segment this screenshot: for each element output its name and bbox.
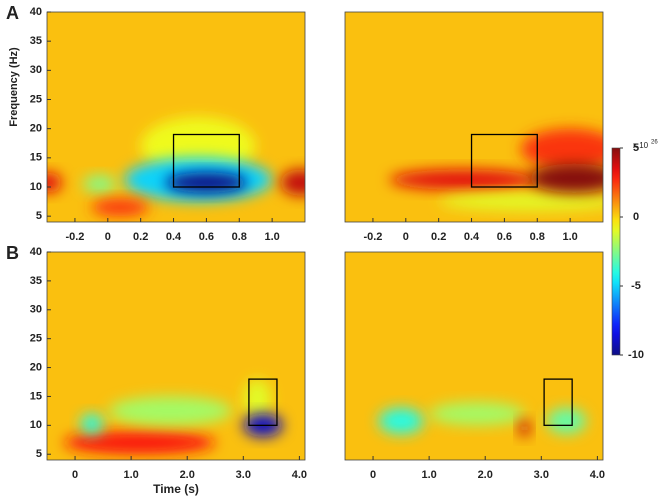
time-window — [470, 133, 538, 188]
x-tick-label: 3.0 — [534, 469, 549, 481]
x-tick-label: 0.6 — [497, 231, 512, 243]
axes-frame — [344, 251, 604, 461]
y-tick-label: 35 — [30, 275, 42, 287]
heatmap-blob — [63, 431, 216, 455]
time-window — [543, 378, 573, 426]
colorbar-tick-label: 0 — [633, 211, 639, 223]
axes-frame — [46, 251, 306, 461]
y-tick-label: 10 — [30, 181, 42, 193]
time-window — [172, 133, 240, 188]
x-tick-label: 0.2 — [431, 231, 446, 243]
x-tick-label: 3.0 — [236, 469, 251, 481]
heatmap-blob — [47, 172, 62, 193]
x-tick-label: 1.0 — [264, 231, 279, 243]
heatmap-blob — [280, 169, 305, 196]
colorbar-multiplier: x 10 — [633, 141, 649, 150]
y-tick-label: 20 — [30, 123, 42, 135]
time-window — [248, 378, 278, 426]
heatmap-background — [345, 252, 603, 460]
heatmap-blob — [243, 379, 272, 420]
heatmap — [47, 12, 305, 222]
heatmap-blob — [389, 169, 538, 190]
y-tick-label: 15 — [30, 152, 42, 164]
x-tick-label: 0.2 — [133, 231, 148, 243]
heatmap-blob — [529, 163, 603, 193]
x-tick-label: -0.2 — [65, 231, 84, 243]
y-tick-label: 30 — [30, 304, 42, 316]
y-tick-label: 15 — [30, 390, 42, 402]
heatmap-blob — [520, 128, 603, 170]
heatmap-blob — [429, 402, 525, 426]
x-tick-label: 0.6 — [199, 231, 214, 243]
heatmap — [345, 252, 603, 460]
y-tick-label: 25 — [30, 93, 42, 105]
x-tick-label: -0.2 — [363, 231, 382, 243]
heatmap-blob — [108, 396, 233, 426]
y-tick-label: 10 — [30, 419, 42, 431]
heatmap-blob — [80, 413, 104, 434]
colorbar-exponent: 26 — [651, 140, 658, 146]
x-tick-label: 0 — [403, 231, 409, 243]
axes-frame — [46, 11, 306, 223]
y-tick-label: 40 — [30, 6, 42, 18]
heatmap — [345, 12, 603, 222]
colorbar-tick-label: -10 — [628, 349, 644, 361]
colorbar — [611, 147, 621, 356]
x-tick-label: 0.8 — [232, 231, 247, 243]
x-tick-label: 0.8 — [530, 231, 545, 243]
x-tick-label: 1.0 — [562, 231, 577, 243]
panel-label: A — [6, 3, 19, 23]
y-tick-label: 25 — [30, 333, 42, 345]
x-tick-label: 4.0 — [292, 469, 307, 481]
y-tick-label: 20 — [30, 361, 42, 373]
y-axis-label: Frequency (Hz) — [8, 47, 20, 127]
y-tick-label: 35 — [30, 35, 42, 47]
x-axis-label: Time (s) — [153, 482, 199, 496]
x-tick-label: 0 — [72, 469, 78, 481]
y-tick-label: 40 — [30, 246, 42, 258]
x-tick-label: 2.0 — [478, 469, 493, 481]
x-tick-label: 0.4 — [166, 231, 182, 243]
x-tick-label: 1.0 — [123, 469, 138, 481]
heatmap-blob — [83, 175, 117, 193]
heatmap-blob — [378, 408, 424, 434]
heatmap-blob — [165, 172, 248, 193]
heatmap — [47, 252, 305, 460]
x-tick-label: 0 — [105, 231, 111, 243]
axes-frame — [344, 11, 604, 223]
y-tick-label: 5 — [36, 210, 42, 222]
x-tick-label: 1.0 — [421, 469, 436, 481]
colorbar-tick-label: -5 — [631, 280, 641, 292]
heatmap-blob — [438, 192, 603, 211]
x-tick-label: 4.0 — [590, 469, 605, 481]
heatmap-blob — [518, 419, 531, 437]
panel-label: B — [6, 243, 19, 263]
heatmap-blob — [546, 408, 587, 434]
y-tick-label: 5 — [36, 448, 42, 460]
heatmap-blob — [91, 198, 149, 217]
colorbar-tick-label: 5 — [633, 142, 639, 154]
x-tick-label: 0.4 — [464, 231, 480, 243]
x-tick-label: 0 — [370, 469, 376, 481]
x-tick-label: 2.0 — [180, 469, 195, 481]
y-tick-label: 30 — [30, 64, 42, 76]
